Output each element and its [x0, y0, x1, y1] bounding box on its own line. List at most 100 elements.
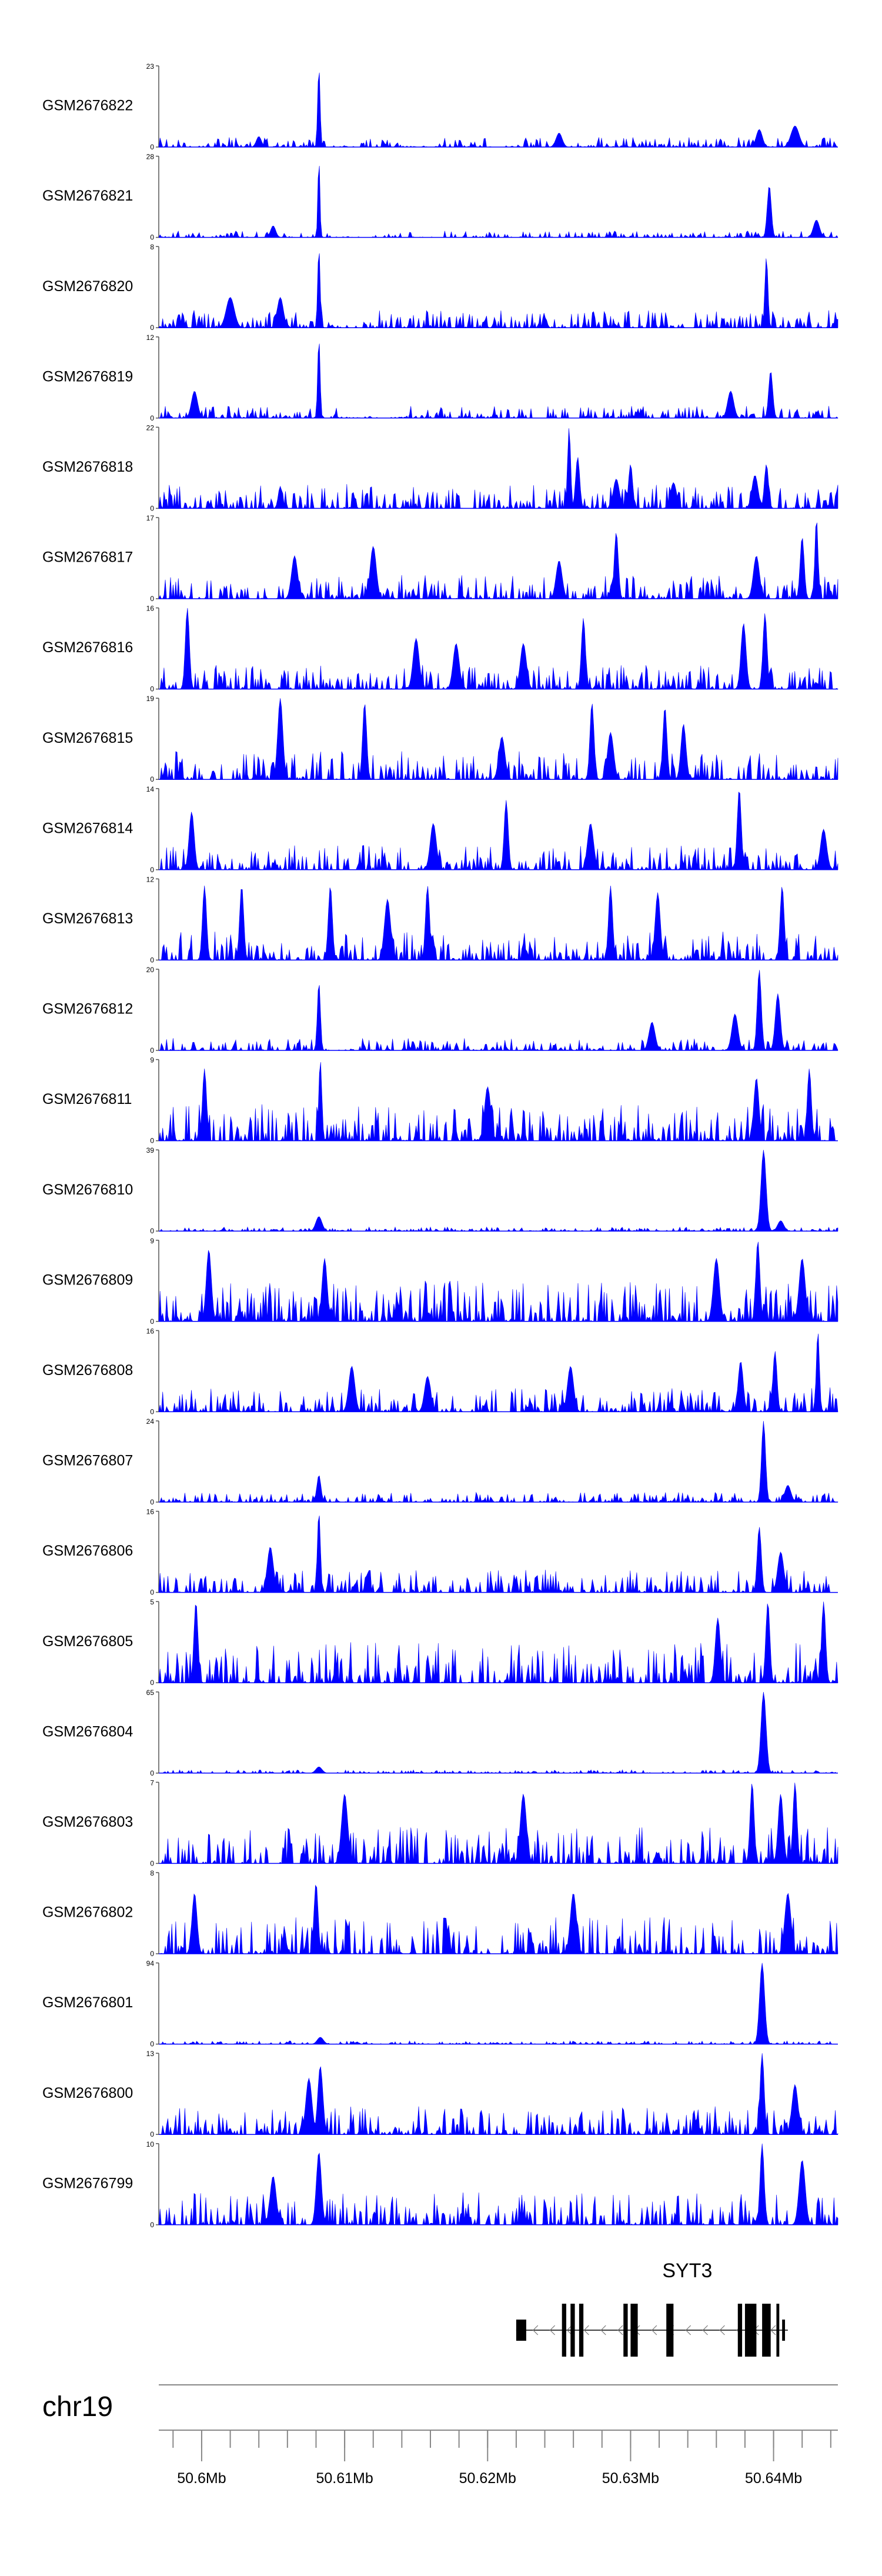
- track-GSM2676809: GSM2676809 9 0: [42, 1237, 838, 1326]
- y-max-label: 94: [146, 1960, 155, 1968]
- coverage-area: [158, 1150, 838, 1232]
- track-GSM2676806: GSM2676806 16 0: [42, 1508, 838, 1597]
- y-max-label: 9: [150, 1237, 154, 1245]
- gene-exon: [744, 2304, 757, 2357]
- track-label: GSM2676818: [42, 459, 133, 475]
- track-label: GSM2676821: [42, 188, 133, 204]
- track-label: GSM2676816: [42, 639, 133, 656]
- gene-exon: [623, 2304, 628, 2357]
- track-GSM2676804: GSM2676804 65 0: [42, 1689, 838, 1777]
- tick-label: 50.6Mb: [177, 2470, 226, 2487]
- y-max-label: 9: [150, 1056, 154, 1065]
- coverage-area: [158, 1601, 838, 1684]
- y-min-label: 0: [150, 1137, 154, 1145]
- y-max-label: 8: [150, 1869, 154, 1877]
- track-GSM2676803: GSM2676803 7 0: [42, 1778, 838, 1867]
- track-GSM2676808: GSM2676808 16 0: [42, 1327, 838, 1416]
- track-GSM2676822: GSM2676822 23 0: [42, 62, 838, 151]
- y-max-label: 16: [146, 1508, 155, 1516]
- coverage-area: [159, 2053, 838, 2135]
- y-max-label: 39: [146, 1146, 155, 1154]
- track-label: GSM2676807: [42, 1453, 133, 1469]
- coverage-area: [159, 792, 838, 870]
- y-min-label: 0: [150, 1407, 154, 1416]
- track-label: GSM2676809: [42, 1272, 133, 1288]
- strand-arrow: [685, 2325, 691, 2335]
- track-label: GSM2676815: [42, 730, 133, 746]
- track-label: GSM2676800: [42, 2085, 133, 2101]
- coverage-area: [159, 698, 838, 780]
- track-label: GSM2676813: [42, 910, 133, 927]
- track-GSM2676813: GSM2676813 12 0: [42, 875, 838, 964]
- y-max-label: 24: [146, 1417, 155, 1426]
- y-min-label: 0: [150, 2040, 154, 2048]
- gene-exon: [630, 2304, 638, 2357]
- coverage-area: [158, 608, 839, 690]
- y-max-label: 19: [146, 695, 155, 703]
- gene-exon: [762, 2304, 771, 2357]
- track-label: GSM2676808: [42, 1362, 133, 1379]
- gene-name: SYT3: [662, 2260, 712, 2282]
- y-max-label: 65: [146, 1689, 155, 1697]
- gene-exon: [516, 2320, 526, 2341]
- tick-label: 50.64Mb: [745, 2470, 802, 2487]
- track-label: GSM2676819: [42, 368, 133, 385]
- genome-axis: chr19 50.6Mb 50.61Mb 50.62Mb 50.63Mb 50.64Mb: [42, 2384, 838, 2487]
- coverage-area: [158, 1062, 838, 1142]
- track-label: GSM2676810: [42, 1182, 133, 1198]
- y-max-label: 12: [146, 875, 155, 883]
- coverage-area: [158, 72, 838, 148]
- strand-arrow: [532, 2325, 539, 2335]
- track-GSM2676819: GSM2676819 12 0: [42, 333, 838, 422]
- strand-arrow: [583, 2325, 589, 2335]
- coverage-area: [159, 1884, 838, 1955]
- track-GSM2676818: GSM2676818 22 0: [42, 423, 838, 512]
- strand-arrow: [617, 2325, 623, 2335]
- gene-exon: [570, 2304, 575, 2357]
- gene-exon: [782, 2320, 786, 2341]
- track-label: GSM2676822: [42, 98, 133, 114]
- coverage-area: [158, 1421, 838, 1503]
- strand-arrow: [770, 2325, 776, 2335]
- track-label: GSM2676814: [42, 820, 133, 836]
- y-min-label: 0: [150, 1950, 154, 1958]
- y-min-label: 0: [150, 323, 154, 332]
- coverage-area: [159, 1963, 838, 2045]
- y-min-label: 0: [150, 414, 154, 422]
- strand-arrow: [719, 2325, 725, 2335]
- strand-arrow: [652, 2325, 657, 2335]
- y-min-label: 0: [150, 143, 154, 151]
- coverage-tracks: GSM2676822230GSM2676821280GSM267682080GS…: [42, 62, 839, 2229]
- y-max-label: 16: [146, 605, 155, 613]
- track-label: GSM2676804: [42, 1723, 133, 1740]
- y-min-label: 0: [150, 2221, 154, 2229]
- y-max-label: 5: [150, 1598, 154, 1606]
- track-GSM2676807: GSM2676807 24 0: [42, 1417, 838, 1506]
- track-GSM2676805: GSM2676805 5 0: [42, 1598, 838, 1687]
- y-max-label: 23: [146, 62, 155, 71]
- track-label: GSM2676803: [42, 1814, 133, 1830]
- y-max-label: 20: [146, 966, 155, 974]
- y-max-label: 28: [146, 153, 155, 161]
- gene-exon: [776, 2304, 780, 2357]
- coverage-area: [158, 1333, 838, 1413]
- coverage-area: [158, 253, 838, 329]
- y-max-label: 22: [146, 423, 155, 432]
- y-min-label: 0: [150, 1317, 154, 1326]
- track-GSM2676817: GSM2676817 17 0: [42, 514, 838, 603]
- track-GSM2676802: GSM2676802 8 0: [42, 1869, 838, 1958]
- track-label: GSM2676817: [42, 549, 133, 566]
- y-max-label: 16: [146, 1327, 155, 1335]
- strand-arrow: [702, 2325, 708, 2335]
- gene-exon: [737, 2304, 743, 2357]
- tick-label: 50.63Mb: [602, 2470, 659, 2487]
- track-label: GSM2676812: [42, 1001, 133, 1017]
- coverage-area: [158, 2143, 838, 2225]
- track-GSM2676811: GSM2676811 9 0: [42, 1056, 838, 1145]
- track-label: GSM2676806: [42, 1543, 133, 1559]
- y-min-label: 0: [150, 2130, 154, 2138]
- y-min-label: 0: [150, 1498, 154, 1506]
- track-GSM2676812: GSM2676812 20 0: [42, 966, 838, 1055]
- y-max-label: 12: [146, 333, 155, 342]
